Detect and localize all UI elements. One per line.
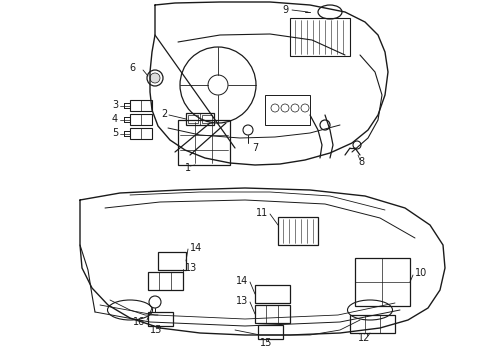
Bar: [130, 128, 152, 139]
Bar: [355, 258, 410, 306]
Bar: [148, 272, 183, 290]
Bar: [255, 285, 290, 303]
Bar: [148, 312, 173, 326]
Text: 13: 13: [236, 296, 248, 306]
Bar: [186, 113, 214, 125]
Bar: [290, 18, 350, 56]
Text: 7: 7: [252, 143, 258, 153]
Bar: [130, 114, 152, 125]
Bar: [278, 217, 318, 245]
Text: 11: 11: [256, 208, 268, 218]
Text: 16: 16: [133, 317, 145, 327]
Text: 3: 3: [112, 100, 118, 110]
Bar: [350, 315, 395, 333]
Text: 6: 6: [129, 63, 135, 73]
Text: 10: 10: [415, 268, 427, 278]
Bar: [202, 115, 212, 123]
Text: 2: 2: [161, 109, 167, 119]
Bar: [130, 100, 152, 111]
Circle shape: [150, 73, 160, 83]
Bar: [258, 325, 283, 339]
Text: 13: 13: [185, 263, 197, 273]
Text: 12: 12: [358, 333, 370, 343]
Bar: [158, 252, 186, 270]
Bar: [255, 305, 290, 323]
Bar: [188, 115, 198, 123]
Text: 15: 15: [260, 338, 272, 348]
Text: 8: 8: [358, 157, 364, 167]
Text: 14: 14: [236, 276, 248, 286]
Bar: [178, 120, 230, 165]
Text: 14: 14: [190, 243, 202, 253]
Text: 9: 9: [282, 5, 288, 15]
Text: 15: 15: [150, 325, 162, 335]
Text: 5: 5: [112, 128, 118, 138]
Text: 4: 4: [112, 114, 118, 124]
Bar: [265, 95, 310, 125]
Text: 1: 1: [185, 163, 191, 173]
